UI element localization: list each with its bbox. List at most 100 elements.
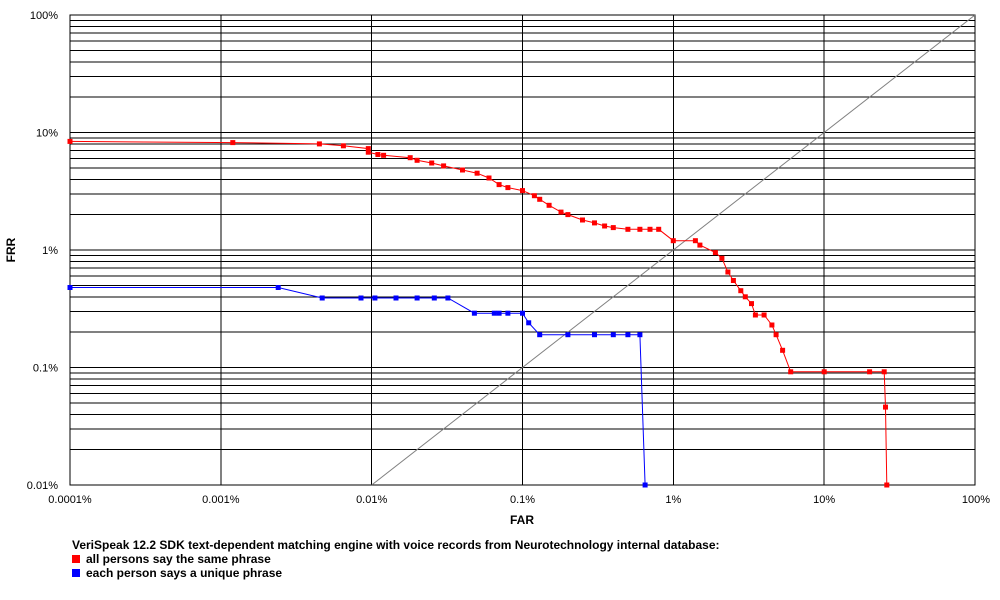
legend-label-unique-phrase: each person says a unique phrase bbox=[86, 566, 283, 580]
data-point-same-phrase bbox=[625, 226, 631, 232]
reference-diagonal-line bbox=[371, 14, 976, 486]
data-point-same-phrase bbox=[592, 220, 597, 226]
data-point-unique-phrase bbox=[505, 310, 511, 316]
data-point-same-phrase bbox=[316, 141, 322, 147]
data-point-same-phrase bbox=[730, 278, 736, 283]
data-point-same-phrase bbox=[340, 143, 346, 149]
data-point-same-phrase bbox=[725, 269, 731, 275]
data-point-same-phrase bbox=[719, 255, 725, 261]
data-point-unique-phrase bbox=[372, 295, 378, 301]
data-point-same-phrase bbox=[67, 138, 73, 144]
data-point-unique-phrase bbox=[625, 332, 631, 338]
data-point-same-phrase bbox=[647, 226, 653, 232]
data-point-same-phrase bbox=[881, 369, 887, 375]
data-point-same-phrase bbox=[602, 223, 608, 229]
legend-item-same-phrase: all persons say the same phrase bbox=[72, 552, 720, 566]
data-point-unique-phrase bbox=[431, 295, 437, 301]
equal-error-reference-line bbox=[371, 14, 976, 486]
data-point-unique-phrase bbox=[414, 295, 420, 301]
data-point-unique-phrase bbox=[491, 310, 497, 316]
y-tick-label: 100% bbox=[30, 10, 58, 22]
data-point-unique-phrase bbox=[610, 332, 616, 338]
data-point-same-phrase bbox=[670, 238, 676, 244]
y-tick-label: 0.01% bbox=[27, 480, 58, 492]
data-point-same-phrase bbox=[749, 301, 754, 307]
x-tick-label: 0.1% bbox=[510, 494, 535, 506]
x-tick-label: 10% bbox=[813, 494, 835, 506]
series-line-same-phrase bbox=[69, 140, 888, 486]
legend-item-unique-phrase: each person says a unique phrase bbox=[72, 566, 720, 580]
data-point-same-phrase bbox=[486, 175, 492, 181]
legend: VeriSpeak 12.2 SDK text-dependent matchi… bbox=[72, 538, 720, 580]
data-point-same-phrase bbox=[429, 160, 435, 166]
data-point-same-phrase bbox=[883, 404, 888, 410]
data-point-same-phrase bbox=[460, 167, 465, 173]
data-point-unique-phrase bbox=[526, 320, 532, 326]
data-point-same-phrase bbox=[692, 238, 698, 244]
data-point-unique-phrase bbox=[592, 332, 597, 338]
data-point-unique-phrase bbox=[520, 310, 525, 316]
data-point-unique-phrase bbox=[565, 332, 571, 338]
data-point-same-phrase bbox=[788, 369, 794, 375]
data-point-same-phrase bbox=[637, 226, 643, 232]
y-axis-label: FRR bbox=[4, 237, 18, 262]
data-point-same-phrase bbox=[496, 182, 502, 188]
x-tick-label: 0.01% bbox=[356, 494, 387, 506]
data-point-unique-phrase bbox=[445, 295, 451, 301]
y-tick-label: 1% bbox=[42, 245, 58, 257]
data-point-same-phrase bbox=[610, 225, 616, 231]
data-point-same-phrase bbox=[365, 146, 371, 152]
data-point-same-phrase bbox=[407, 155, 413, 161]
data-point-same-phrase bbox=[558, 209, 564, 215]
data-point-same-phrase bbox=[520, 188, 525, 194]
data-point-same-phrase bbox=[580, 217, 585, 223]
data-point-same-phrase bbox=[365, 149, 371, 155]
data-point-unique-phrase bbox=[275, 285, 281, 290]
data-point-unique-phrase bbox=[642, 482, 648, 488]
legend-swatch-blue bbox=[72, 569, 80, 577]
data-point-same-phrase bbox=[531, 193, 537, 199]
data-point-same-phrase bbox=[474, 170, 480, 176]
plot-border bbox=[69, 14, 976, 486]
data-point-same-phrase bbox=[537, 196, 543, 202]
data-point-same-phrase bbox=[230, 140, 236, 146]
data-point-same-phrase bbox=[752, 312, 758, 318]
data-point-same-phrase bbox=[884, 482, 890, 488]
data-point-same-phrase bbox=[780, 347, 786, 353]
data-point-same-phrase bbox=[821, 369, 827, 375]
data-point-same-phrase bbox=[656, 226, 662, 232]
legend-label-same-phrase: all persons say the same phrase bbox=[86, 552, 271, 566]
data-point-same-phrase bbox=[381, 152, 387, 158]
data-point-same-phrase bbox=[867, 369, 873, 375]
data-point-same-phrase bbox=[546, 202, 552, 208]
data-point-same-phrase bbox=[712, 250, 718, 256]
data-point-same-phrase bbox=[742, 294, 748, 300]
data-point-unique-phrase bbox=[496, 310, 502, 316]
data-point-unique-phrase bbox=[358, 295, 364, 301]
data-point-unique-phrase bbox=[471, 310, 477, 316]
x-tick-label: 0.001% bbox=[202, 494, 240, 506]
x-tick-label: 100% bbox=[962, 494, 990, 506]
x-tick-label: 1% bbox=[665, 494, 681, 506]
y-tick-label: 10% bbox=[36, 128, 58, 140]
data-point-same-phrase bbox=[769, 322, 775, 328]
x-axis-label: FAR bbox=[510, 513, 534, 527]
data-point-same-phrase bbox=[414, 157, 420, 163]
data-point-same-phrase bbox=[441, 163, 447, 169]
data-point-same-phrase bbox=[505, 185, 511, 191]
tick-labels: 0.0001% 0.001% 0.01% 0.1% 1% 10% 100% 0.01% 0.1%… bbox=[27, 10, 990, 506]
data-point-same-phrase bbox=[375, 152, 381, 157]
data-point-same-phrase bbox=[738, 288, 744, 294]
legend-swatch-red bbox=[72, 555, 80, 563]
data-point-same-phrase bbox=[697, 242, 703, 248]
data-series bbox=[67, 138, 890, 488]
data-point-unique-phrase bbox=[67, 285, 73, 290]
data-point-unique-phrase bbox=[637, 332, 643, 338]
data-point-same-phrase bbox=[565, 212, 571, 218]
y-tick-label: 0.1% bbox=[33, 363, 58, 375]
data-point-unique-phrase bbox=[393, 295, 399, 301]
data-point-same-phrase bbox=[761, 312, 767, 318]
series-line-unique-phrase bbox=[70, 287, 646, 486]
data-point-unique-phrase bbox=[537, 332, 543, 338]
